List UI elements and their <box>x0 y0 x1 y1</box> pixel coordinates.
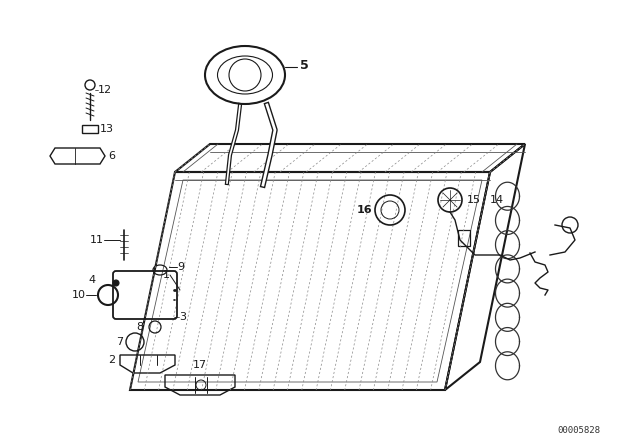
Text: 11: 11 <box>90 235 104 245</box>
Text: 12: 12 <box>98 85 112 95</box>
Circle shape <box>113 280 119 286</box>
Text: 7: 7 <box>116 337 123 347</box>
Text: 13: 13 <box>100 124 114 134</box>
Text: 4: 4 <box>89 275 96 285</box>
Text: 14: 14 <box>490 195 504 205</box>
Text: 6: 6 <box>108 151 115 161</box>
Text: 3: 3 <box>179 312 186 322</box>
Text: 16: 16 <box>356 205 372 215</box>
Text: 00005828: 00005828 <box>557 426 600 435</box>
Text: 8: 8 <box>136 322 143 332</box>
Text: 9: 9 <box>177 262 184 272</box>
Text: 2: 2 <box>108 355 115 365</box>
Text: 15: 15 <box>467 195 481 205</box>
Text: 5: 5 <box>300 59 308 72</box>
Text: 1: 1 <box>163 270 170 280</box>
Text: 17: 17 <box>193 360 207 370</box>
Text: 10: 10 <box>72 290 86 300</box>
